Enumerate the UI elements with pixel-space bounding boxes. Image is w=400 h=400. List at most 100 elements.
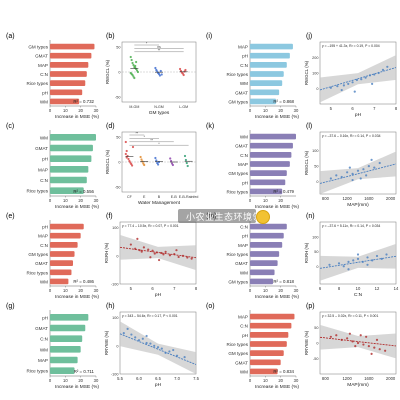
significance-label: * [146,42,148,46]
bar [50,52,92,59]
y-tick-label: 200 [312,56,318,60]
y-tick-label: -50 [115,96,121,100]
r2-annotation: R² = 0.834 [273,369,294,374]
data-point [184,158,187,162]
y-tick-label: -50 [115,186,121,190]
bar [50,269,72,276]
data-point [356,253,360,256]
y-tick-label: 0 [316,342,318,346]
data-point [347,82,350,85]
data-point [160,347,163,350]
data-point [329,335,332,338]
category-label: Rice types [27,189,49,194]
y-tick-label: 100 [312,235,318,239]
data-point [136,237,139,241]
bar [250,242,283,248]
r2-annotation: R² = 0.732 [73,99,94,104]
x-tick-label: 7 [173,286,176,291]
bar [50,232,81,239]
data-point [143,163,146,167]
confidence-band [320,243,396,281]
x-tick-label: 20 [78,378,83,383]
category-label: WM [40,347,48,352]
data-point [127,157,130,161]
data-point [131,164,134,167]
category-label: GMAT [235,360,248,365]
bar [50,335,83,342]
category-label: C:N [40,178,48,183]
data-point [149,256,152,259]
data-point [164,250,167,253]
data-point [386,65,389,68]
y-tick-label: 100 [312,149,318,153]
y-tick-label: 50 [116,136,120,140]
fit-line [319,255,397,269]
watermark-logo [256,210,270,224]
category-label: GM types [228,351,248,356]
x-axis-title: Increase in MSE (%) [55,294,99,300]
data-point [131,145,135,149]
bar [250,152,292,158]
bar [250,161,290,167]
bar [250,98,277,105]
x-tick-label: 10 [63,108,68,113]
x-tick-label: 20 [278,288,283,293]
category-label: MAP [38,358,48,363]
data-point [151,249,154,252]
bar [50,367,75,374]
data-point [124,140,127,144]
data-point [351,81,354,84]
y-tick-label: 0 [316,265,318,269]
data-point [356,341,360,345]
data-point [378,161,381,165]
data-point [185,161,188,165]
data-point [373,166,376,169]
category-label: N-GM [154,105,164,109]
bar [50,346,81,353]
data-point [157,258,161,262]
bar [250,260,278,266]
data-point [378,348,381,351]
bar [250,179,286,186]
data-point [145,334,148,338]
category-label: GM types [228,99,248,104]
significance-label: * [158,142,160,146]
watermark-banner [178,209,256,223]
data-point [170,159,173,163]
data-point [149,342,152,345]
x-axis-title: pH [155,382,162,388]
data-point [336,85,339,88]
bar [50,134,96,141]
y-axis-title: RRYWE (%) [104,330,109,355]
x-axis-title: Increase in MSE (%) [55,384,99,390]
data-point [365,174,368,177]
panel-label: (c) [6,123,14,130]
data-point [183,355,186,359]
category-label: MAP [238,45,248,50]
panel-b: (b) M-GM N-GM L-GM * ns** 50 0 -50 GM types RWGCL … [105,33,197,116]
y-tick-label: 100 [112,316,118,320]
bar [50,80,86,86]
data-point [160,73,163,76]
significance-label: * [144,135,146,139]
category-label: WM [240,135,248,140]
data-point [162,253,165,256]
data-point [154,66,157,70]
y-axis-title: RSRH (%) [104,242,109,263]
x-axis-title: Increase in MSE (%) [55,114,99,120]
r2-annotation: R² = 0.711 [74,369,95,374]
x-tick-label: 20 [78,198,83,203]
r2-annotation: R² = 0.556 [73,189,94,194]
x-axis-title: Increase in MSE (%) [255,114,299,120]
panel-label: (b) [106,33,115,40]
y-axis-title: RWGCL (%) [304,150,309,175]
data-point [153,252,156,255]
bar [50,251,75,257]
bar [250,278,273,285]
bar [50,356,78,364]
bar [50,166,89,173]
x-tick-label: 10 [63,378,68,383]
category-label: GMAT [235,90,248,95]
